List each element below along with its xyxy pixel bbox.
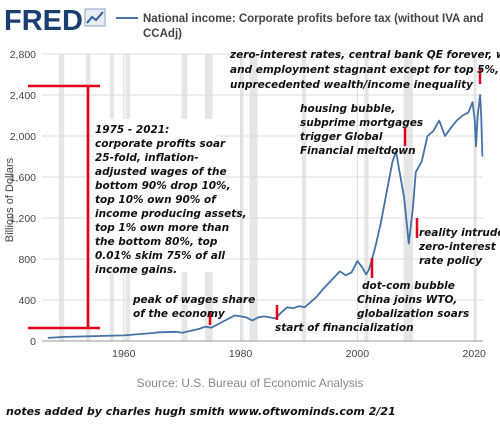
annotation-line: 25-fold, inflation- <box>95 152 199 164</box>
x-tick-labels: 1960 1980 2000 2020 <box>112 348 486 360</box>
series-line-corporate-profits <box>47 94 484 339</box>
annotation-markers <box>28 68 482 330</box>
annotation-line: 1975 - 2021: <box>95 124 169 136</box>
annotation-line: unprecedented wealth/income inequality <box>230 79 474 91</box>
annotation-line: globalization soars <box>357 308 469 320</box>
annotation-line: corporate profits soar <box>95 138 226 150</box>
x-tick-label: 1960 <box>112 348 136 360</box>
annotation-reality-intrudes: reality intrudes, zero-interest rate pol… <box>418 227 500 267</box>
recession-band <box>301 54 306 341</box>
annotation-line: peak of wages share <box>132 294 255 306</box>
x-tick-label: 2000 <box>346 348 370 360</box>
annotation-dotcom: dot-com bubble China joins WTO, globaliz… <box>357 280 469 320</box>
annotation-housing-bubble: housing bubble, subprime mortgages trigg… <box>300 103 427 157</box>
y-tick-label: 2,400 <box>10 90 36 102</box>
y-tick-label: 0 <box>30 336 36 348</box>
annotation-1975-2021-background <box>92 119 216 272</box>
annotation-line: zero-interest rates, central bank QE for… <box>229 49 500 61</box>
y-tick-labels: 0 400 800 1,200 1,600 2,000 2,400 2,800 <box>10 49 36 348</box>
recession-band <box>249 54 258 341</box>
annotation-line: Financial meltdown <box>300 145 416 157</box>
recession-band <box>364 54 369 341</box>
fred-logo-graph-icon <box>84 8 106 27</box>
annotation-line: trigger Global <box>300 131 383 143</box>
y-tick-label: 400 <box>18 295 36 307</box>
annotation-line: adjusted wages of the <box>95 166 227 178</box>
fred-logo: FRED <box>4 5 83 37</box>
annotation-line: top 1% own more than <box>95 222 229 234</box>
y-tick-label: 1,200 <box>10 213 36 225</box>
x-tick-label: 2020 <box>463 348 487 360</box>
annotation-financialization: start of financialization <box>275 322 414 334</box>
x-tick-label: 1980 <box>229 348 253 360</box>
annotation-line: income producing assets, <box>95 208 247 220</box>
chart-title-line1: National income: Corporate profits befor… <box>143 13 484 25</box>
recession-band <box>403 54 413 341</box>
annotation-1975-2021: 1975 - 2021: corporate profits soar 25-f… <box>95 124 250 276</box>
annotation-qe-forever: zero-interest rates, central bank QE for… <box>229 49 500 91</box>
annotation-line: subprime mortgages <box>300 117 423 129</box>
y-tick-label: 2,000 <box>10 131 36 143</box>
annotation-line: rate policy <box>419 255 483 267</box>
annotation-line: China joins WTO, <box>357 294 457 306</box>
annotation-line: of the economy <box>133 308 226 320</box>
annotation-line: dot-com bubble <box>362 280 455 292</box>
recession-band <box>474 54 477 341</box>
annotation-line: 0.01% skim 75% of all <box>95 250 225 262</box>
y-tick-label: 800 <box>18 254 36 266</box>
y-axis-label: Billions of Dollars <box>4 157 16 242</box>
annotation-line: reality intrudes, <box>419 227 500 239</box>
recession-band <box>240 54 244 341</box>
annotation-line: bottom 90% drop 10%, <box>95 180 231 192</box>
source-text: Source: U.S. Bureau of Economic Analysis <box>137 376 364 390</box>
annotation-line: top 10% own 90% of <box>95 194 217 206</box>
recession-band <box>58 54 65 341</box>
annotation-line: housing bubble, <box>300 103 395 115</box>
annotation-line: the bottom 80%, top <box>95 236 218 248</box>
annotation-line: start of financialization <box>275 322 414 334</box>
y-tick-label: 1,600 <box>10 172 36 184</box>
chart-title-line2: CCAdj) <box>143 28 182 40</box>
series-group <box>47 94 484 339</box>
y-tick-label: 2,800 <box>10 49 36 61</box>
annotation-line: income gains. <box>95 264 177 276</box>
annotation-line: and employment stagnant except for top 5… <box>230 64 499 76</box>
annotation-wage-peak: peak of wages share of the economy <box>132 294 259 320</box>
annotation-line: zero-interest <box>418 241 497 253</box>
footer-notes: notes added by charles hugh smith www.of… <box>6 405 396 418</box>
